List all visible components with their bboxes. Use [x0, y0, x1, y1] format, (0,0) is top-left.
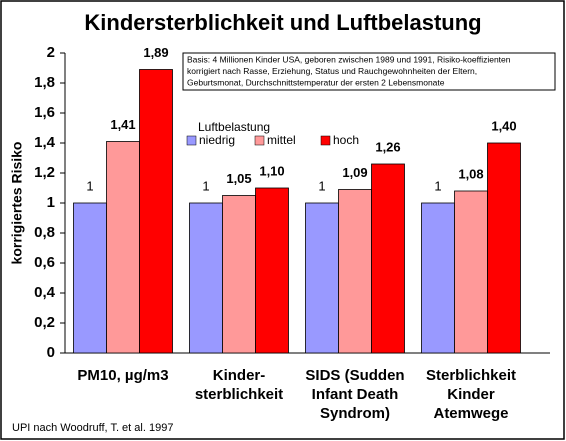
y-tick-label: 1,4: [34, 134, 56, 151]
legend-title: Luftbelastung: [198, 120, 270, 134]
legend-label: mittel: [267, 133, 296, 147]
bar: [338, 189, 372, 354]
value-label: 1,09: [342, 165, 367, 180]
y-tick-label: 1,6: [34, 104, 55, 121]
x-tick-label: PM10, µg/m3: [77, 367, 169, 384]
value-label: 1: [434, 178, 441, 193]
y-tick-label: 0,4: [34, 284, 56, 301]
annotation: Basis: 4 Millionen Kinder USA, geboren z…: [187, 54, 511, 64]
y-tick-label: 2: [47, 44, 55, 61]
value-label: 1: [202, 178, 209, 193]
y-axis-label: korrigiertes Risiko: [9, 142, 25, 265]
bar: [139, 69, 173, 354]
value-label: 1,89: [143, 45, 168, 60]
y-tick-label: 0,2: [34, 314, 55, 331]
value-label: 1,08: [458, 166, 483, 181]
legend-swatch: [320, 135, 331, 146]
annotation: korrigiert nach Rasse, Erziehung, Status…: [187, 66, 477, 76]
y-tick-label: 0,6: [34, 254, 55, 271]
bar: [421, 202, 455, 354]
bar: [222, 195, 256, 354]
legend-label: hoch: [333, 133, 359, 147]
legend-swatch: [186, 135, 197, 146]
legend-label: niedrig: [199, 133, 235, 147]
value-label: 1: [318, 178, 325, 193]
value-label: 1,41: [110, 117, 135, 132]
annotation-box: [182, 52, 556, 91]
y-tick-label: 1,2: [34, 164, 55, 181]
value-label: 1,10: [259, 163, 284, 178]
bar: [255, 187, 289, 354]
y-tick-label: 0: [47, 344, 55, 361]
value-label: 1: [86, 178, 93, 193]
y-tick-label: 1,8: [34, 74, 55, 91]
bar: [305, 202, 339, 354]
legend-swatch: [254, 135, 265, 146]
bar: [73, 202, 107, 354]
value-label: 1,40: [491, 118, 516, 133]
chart-title: Kindersterblichkeit und Luftbelastung: [84, 10, 481, 35]
bar: [371, 163, 405, 354]
value-label: 1,26: [375, 139, 400, 154]
x-tick-label: Kinder- sterblichkeit: [194, 367, 284, 403]
source: UPI nach Woodruff, T. et al. 1997: [12, 422, 173, 434]
y-tick-label: 0,8: [34, 224, 55, 241]
x-tick-label: Sterblichkeit Kinder Atemwege: [425, 367, 517, 422]
bar: [106, 141, 140, 354]
value-label: 1,05: [226, 171, 251, 186]
y-tick-label: 1: [47, 194, 55, 211]
bar: [189, 202, 223, 354]
annotation: Geburtsmonat, Durchschnittstemperatur de…: [187, 77, 445, 87]
bar: [454, 190, 488, 354]
bar: [487, 142, 521, 354]
x-tick-label: SIDS (Sudden Infant Death Syndrom): [305, 367, 405, 422]
